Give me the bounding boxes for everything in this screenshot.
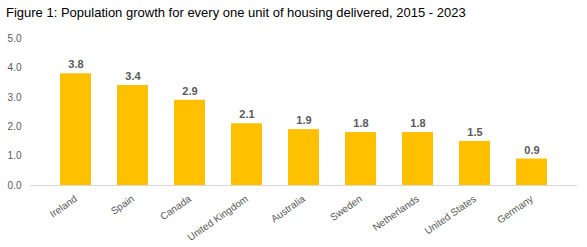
svg-text:Germany: Germany	[495, 193, 535, 226]
svg-text:3.0: 3.0	[8, 92, 22, 103]
svg-text:Ireland: Ireland	[48, 193, 79, 220]
html-text:Figure 1: Population growth fo: Figure 1: Population growth for every on…	[6, 5, 466, 20]
svg-text:2.1: 2.1	[239, 108, 254, 120]
svg-text:1.5: 1.5	[467, 126, 482, 138]
svg-text:Netherlands: Netherlands	[371, 193, 421, 233]
svg-text:5.0: 5.0	[8, 33, 22, 44]
svg-text:Spain: Spain	[109, 193, 136, 217]
svg-text:2.9: 2.9	[182, 85, 197, 97]
svg-text:3.4: 3.4	[125, 70, 141, 82]
svg-text:2.0: 2.0	[8, 121, 22, 132]
svg-text:United States: United States	[422, 193, 477, 236]
svg-text:4.0: 4.0	[8, 62, 22, 73]
svg-text:0.0: 0.0	[8, 180, 22, 191]
svg-text:1.9: 1.9	[296, 114, 311, 126]
svg-text:Australia: Australia	[269, 193, 308, 225]
svg-text:1.8: 1.8	[410, 117, 425, 129]
svg-text:United Kingdom: United Kingdom	[185, 193, 250, 243]
svg-text:Sweden: Sweden	[328, 193, 364, 223]
svg-text:3.8: 3.8	[68, 58, 83, 70]
svg-text:1.0: 1.0	[8, 150, 22, 161]
svg-text:Canada: Canada	[158, 193, 193, 222]
svg-text:1.8: 1.8	[353, 117, 368, 129]
svg-text:0.9: 0.9	[524, 144, 539, 156]
